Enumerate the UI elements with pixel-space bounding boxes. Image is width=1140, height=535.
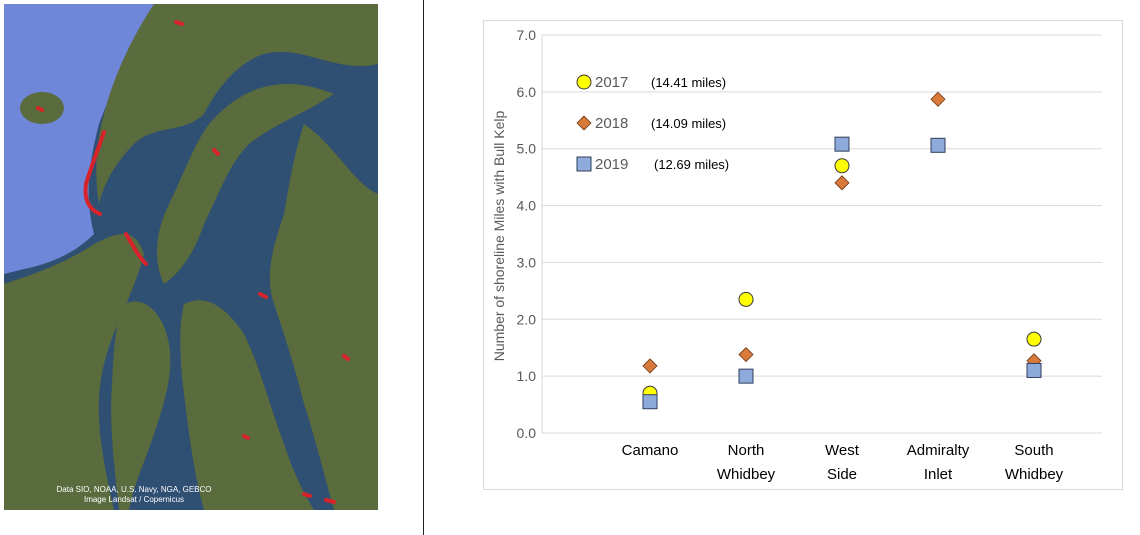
kelp-mark <box>83 130 106 216</box>
legend-marker-2018 <box>576 115 592 131</box>
data-point-2018 <box>738 346 754 363</box>
kelp-mark <box>342 354 350 361</box>
legend-note: (14.09 miles) <box>651 116 726 131</box>
kelp-mark <box>258 292 268 299</box>
y-tick-label: 7.0 <box>517 27 537 43</box>
legend-label: 2018 <box>595 115 628 132</box>
y-tick-labels: 0.0 1.0 2.0 3.0 4.0 5.0 6.0 7.0 <box>517 27 537 441</box>
legend-label: 2019 <box>595 156 628 173</box>
x-tick-label: North <box>728 442 765 459</box>
y-tick-label: 1.0 <box>517 368 537 384</box>
kelp-mark <box>324 498 336 504</box>
kelp-mark <box>212 148 220 156</box>
map-attribution-line2: Image Landsat / Copernicus <box>84 495 184 504</box>
x-tick-label: Whidbey <box>717 466 776 483</box>
y-tick-label: 3.0 <box>517 254 537 270</box>
x-tick-labels: Camano North Whidbey West Side Admiralty Inlet… <box>622 442 1064 483</box>
data-point-2017 <box>738 291 754 307</box>
x-tick-label: Side <box>827 466 857 483</box>
kelp-mark <box>174 20 184 26</box>
satellite-map: Data SIO, NOAA, U.S. Navy, NGA, GEBCO Im… <box>4 4 378 510</box>
x-tick-label: Admiralty <box>907 442 970 459</box>
data-point-2019 <box>930 137 946 153</box>
legend: 2017 (14.41 miles) 2018 (14.09 miles) 2019 (1… <box>576 74 729 173</box>
y-tick-label: 2.0 <box>517 311 537 327</box>
x-tick-label: Camano <box>622 442 679 459</box>
legend-note: (14.41 miles) <box>651 75 726 90</box>
data-point-2018 <box>930 91 946 107</box>
kelp-shoreline-marks <box>36 20 350 504</box>
map-land-west <box>4 234 144 510</box>
data-point-2019 <box>1026 362 1042 378</box>
data-point-2018 <box>642 358 658 374</box>
kelp-scatter-chart: 0.0 1.0 2.0 3.0 4.0 5.0 6.0 7.0 Camano North Whid… <box>491 27 1102 483</box>
x-tick-label: Inlet <box>924 466 953 483</box>
map-attribution-line1: Data SIO, NOAA, U.S. Navy, NGA, GEBCO <box>57 485 212 494</box>
x-tick-label: West <box>825 442 860 459</box>
chart-panel: 0.0 1.0 2.0 3.0 4.0 5.0 6.0 7.0 Camano North Whid… <box>483 20 1123 490</box>
legend-label: 2017 <box>595 74 628 91</box>
y-tick-label: 0.0 <box>517 425 537 441</box>
map-land-kitsap <box>111 301 171 510</box>
legend-note: (12.69 miles) <box>654 157 729 172</box>
y-tick-label: 4.0 <box>517 198 537 214</box>
map-image: Data SIO, NOAA, U.S. Navy, NGA, GEBCO Im… <box>4 4 378 510</box>
map-land-north <box>96 4 378 204</box>
y-tick-label: 5.0 <box>517 141 537 157</box>
data-point-2019 <box>834 136 850 152</box>
data-point-2017 <box>834 158 850 174</box>
map-deep-water <box>4 4 154 274</box>
x-tick-label: Whidbey <box>1005 466 1064 483</box>
legend-marker-2017 <box>576 74 592 90</box>
kelp-mark <box>242 434 250 440</box>
y-tick-label: 6.0 <box>517 84 537 100</box>
kelp-mark <box>124 232 148 266</box>
legend-marker-2019 <box>576 156 592 172</box>
kelp-mark <box>302 492 312 498</box>
data-points <box>642 91 1042 410</box>
grid-lines <box>541 34 1102 434</box>
x-tick-label: South <box>1014 442 1053 459</box>
data-point-2019 <box>738 368 754 384</box>
map-land-camano <box>269 124 378 510</box>
panel-divider <box>423 0 424 535</box>
data-point-2018 <box>834 175 850 191</box>
y-axis-label: Number of shoreline Miles with Bull Kelp <box>491 111 507 362</box>
kelp-mark <box>36 106 44 112</box>
data-point-2017 <box>1026 331 1042 347</box>
map-land-whidbey <box>157 84 334 284</box>
map-land-south <box>180 300 314 510</box>
data-point-2019 <box>642 394 658 410</box>
